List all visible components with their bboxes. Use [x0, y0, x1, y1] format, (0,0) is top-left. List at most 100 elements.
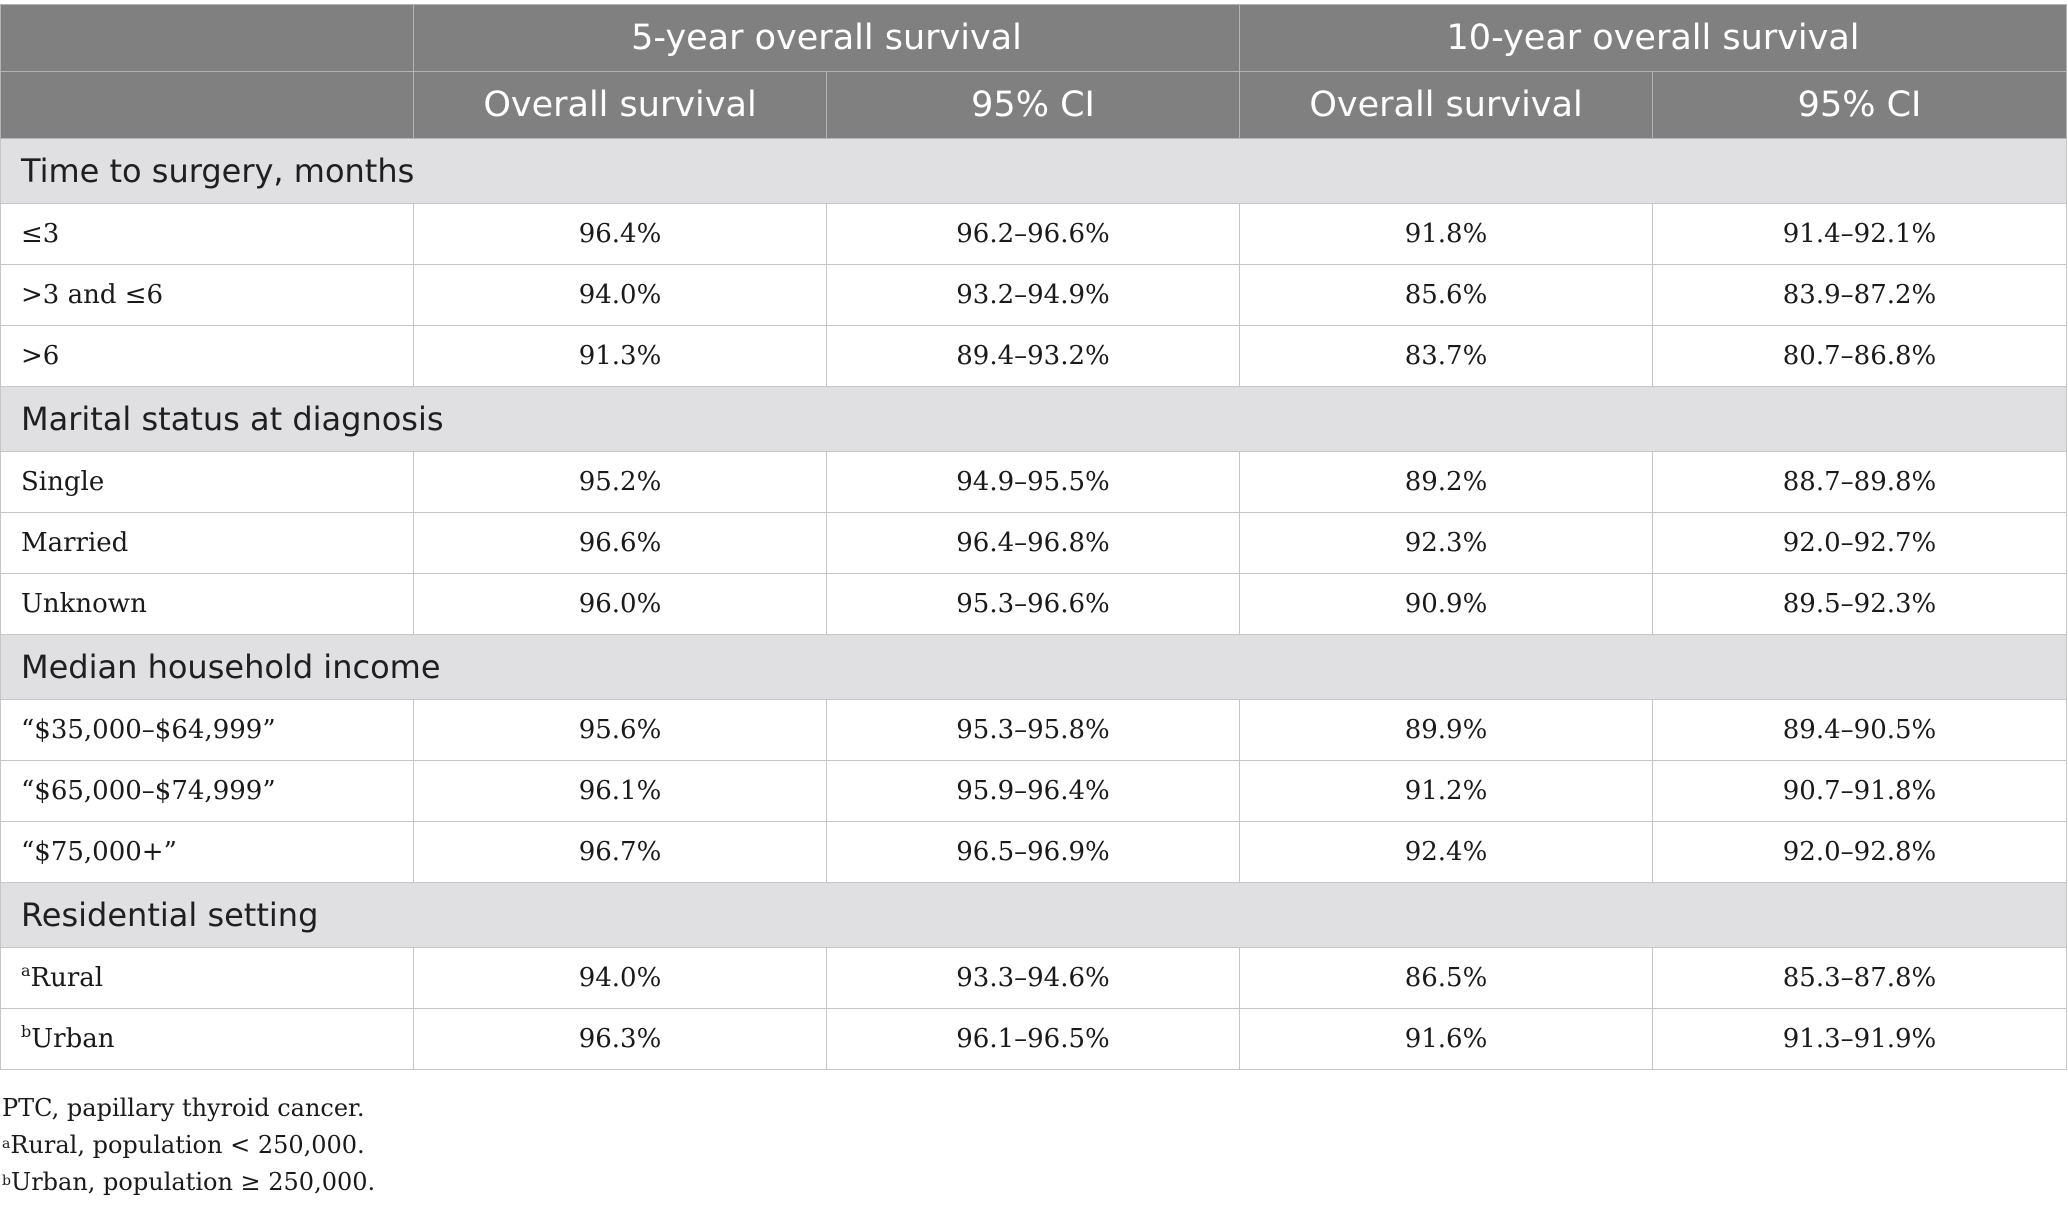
value-cell: 96.2–96.6% — [825, 203, 1241, 265]
footnote-marker: a — [2, 1136, 11, 1152]
value-cell: 94.0% — [413, 264, 827, 326]
section-header-row: Median household income — [0, 634, 2068, 700]
section-title: Median household income — [0, 634, 2068, 700]
footnote-line: PTC, papillary thyroid cancer. — [2, 1090, 375, 1127]
table-row: >3 and ≤6 94.0% 93.2–94.9% 85.6% 83.9–87.2% — [0, 264, 2068, 326]
value-cell: 83.9–87.2% — [1652, 264, 2068, 326]
value-cell: 96.4–96.8% — [825, 512, 1241, 574]
value-cell: 89.2% — [1239, 451, 1654, 513]
value-cell: 95.3–95.8% — [825, 699, 1241, 761]
value-cell: 91.3–91.9% — [1652, 1008, 2068, 1070]
value-cell: 96.0% — [413, 573, 827, 635]
subheader-row: Overall survival 95% CI Overall survival… — [0, 71, 2068, 139]
footnote-marker: a — [21, 961, 31, 980]
row-label-cell: aRural — [0, 947, 414, 1009]
value-cell: 94.0% — [413, 947, 827, 1009]
value-cell: 95.6% — [413, 699, 827, 761]
table-row: Unknown 96.0% 95.3–96.6% 90.9% 89.5–92.3% — [0, 573, 2068, 635]
value-cell: 96.3% — [413, 1008, 827, 1070]
header-corner-cell — [0, 4, 414, 72]
row-label-cell: Unknown — [0, 573, 414, 635]
value-cell: 91.3% — [413, 325, 827, 387]
row-label: Rural — [30, 963, 104, 993]
header-group-row: 5-year overall survival 10-year overall … — [0, 4, 2068, 72]
row-label: ≤3 — [21, 219, 60, 249]
value-cell: 96.7% — [413, 821, 827, 883]
footnote-text: PTC, papillary thyroid cancer. — [2, 1094, 365, 1122]
row-label-cell: “$75,000+” — [0, 821, 414, 883]
value-cell: 88.7–89.8% — [1652, 451, 2068, 513]
section-title: Time to surgery, months — [0, 138, 2068, 204]
table-row: Single 95.2% 94.9–95.5% 89.2% 88.7–89.8% — [0, 451, 2068, 513]
row-label-cell: Single — [0, 451, 414, 513]
footnote-text: Urban, population ≥ 250,000. — [10, 1168, 376, 1196]
value-cell: 92.4% — [1239, 821, 1654, 883]
value-cell: 83.7% — [1239, 325, 1654, 387]
subheader-5y-95-ci: 95% CI — [825, 71, 1241, 139]
table-row: “$35,000–$64,999” 95.6% 95.3–95.8% 89.9% 89.… — [0, 699, 2068, 761]
subheader-10y-95-ci: 95% CI — [1652, 71, 2068, 139]
row-label: >6 — [21, 341, 60, 371]
subheader-5y-overall-survival: Overall survival — [413, 71, 827, 139]
table-row: Married 96.6% 96.4–96.8% 92.3% 92.0–92.7% — [0, 512, 2068, 574]
value-cell: 93.2–94.9% — [825, 264, 1241, 326]
value-cell: 92.3% — [1239, 512, 1654, 574]
value-cell: 89.5–92.3% — [1652, 573, 2068, 635]
value-cell: 93.3–94.6% — [825, 947, 1241, 1009]
row-label: “$35,000–$64,999” — [21, 715, 276, 745]
value-cell: 89.4–90.5% — [1652, 699, 2068, 761]
row-label: “$65,000–$74,999” — [21, 776, 276, 806]
value-cell: 90.7–91.8% — [1652, 760, 2068, 822]
value-cell: 91.8% — [1239, 203, 1654, 265]
header-10-year-overall-survival: 10-year overall survival — [1239, 4, 2068, 72]
footnote-line: bUrban, population ≥ 250,000. — [2, 1164, 375, 1201]
value-cell: 91.6% — [1239, 1008, 1654, 1070]
value-cell: 96.5–96.9% — [825, 821, 1241, 883]
row-label-cell: ≤3 — [0, 203, 414, 265]
row-label-cell: bUrban — [0, 1008, 414, 1070]
table-row: >6 91.3% 89.4–93.2% 83.7% 80.7–86.8% — [0, 325, 2068, 387]
value-cell: 96.6% — [413, 512, 827, 574]
section-header-row: Time to surgery, months — [0, 138, 2068, 204]
value-cell: 90.9% — [1239, 573, 1654, 635]
value-cell: 94.9–95.5% — [825, 451, 1241, 513]
value-cell: 91.2% — [1239, 760, 1654, 822]
value-cell: 95.9–96.4% — [825, 760, 1241, 822]
value-cell: 95.3–96.6% — [825, 573, 1241, 635]
section-header-row: Marital status at diagnosis — [0, 386, 2068, 452]
table-row: ≤3 96.4% 96.2–96.6% 91.8% 91.4–92.1% — [0, 203, 2068, 265]
row-label: Married — [21, 528, 129, 558]
value-cell: 89.4–93.2% — [825, 325, 1241, 387]
value-cell: 96.4% — [413, 203, 827, 265]
row-label-cell: “$35,000–$64,999” — [0, 699, 414, 761]
row-label-cell: >6 — [0, 325, 414, 387]
row-label: >3 and ≤6 — [21, 280, 164, 310]
table-row: “$65,000–$74,999” 96.1% 95.9–96.4% 91.2% 90.… — [0, 760, 2068, 822]
table-row: “$75,000+” 96.7% 96.5–96.9% 92.4% 92.0–92.8% — [0, 821, 2068, 883]
row-label: Urban — [31, 1024, 115, 1054]
section-header-row: Residential setting — [0, 882, 2068, 948]
table-row: aRural 94.0% 93.3–94.6% 86.5% 85.3–87.8% — [0, 947, 2068, 1009]
section-title: Marital status at diagnosis — [0, 386, 2068, 452]
subheader-corner-cell — [0, 71, 414, 139]
row-label-cell: “$65,000–$74,999” — [0, 760, 414, 822]
value-cell: 85.3–87.8% — [1652, 947, 2068, 1009]
table-body: Time to surgery, months ≤3 96.4% 96.2–96.6%… — [0, 138, 2068, 1070]
section-title: Residential setting — [0, 882, 2068, 948]
row-label: Unknown — [21, 589, 147, 619]
survival-table: 5-year overall survival 10-year overall … — [0, 4, 2068, 1070]
value-cell: 89.9% — [1239, 699, 1654, 761]
value-cell: 92.0–92.8% — [1652, 821, 2068, 883]
footnote-marker: b — [2, 1173, 11, 1189]
footnote-marker: b — [21, 1022, 32, 1041]
footnote-text: Rural, population < 250,000. — [10, 1131, 365, 1159]
table-footnotes: PTC, papillary thyroid cancer. aRural, po… — [2, 1090, 375, 1201]
value-cell: 80.7–86.8% — [1652, 325, 2068, 387]
value-cell: 92.0–92.7% — [1652, 512, 2068, 574]
value-cell: 96.1% — [413, 760, 827, 822]
value-cell: 95.2% — [413, 451, 827, 513]
subheader-10y-overall-survival: Overall survival — [1239, 71, 1654, 139]
footnote-line: aRural, population < 250,000. — [2, 1127, 375, 1164]
row-label: Single — [21, 467, 105, 497]
header-5-year-overall-survival: 5-year overall survival — [412, 4, 1241, 72]
